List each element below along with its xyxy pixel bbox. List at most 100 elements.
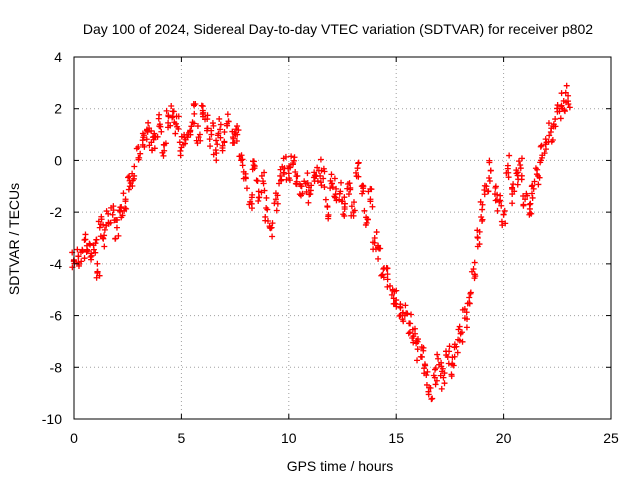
data-point [296, 181, 306, 199]
data-marker [272, 190, 279, 197]
data-point [206, 120, 217, 150]
data-point [327, 171, 336, 192]
data-point [404, 310, 415, 337]
data-point [442, 343, 453, 367]
data-marker [196, 131, 203, 138]
data-point [509, 181, 518, 207]
data-marker [367, 198, 374, 205]
data-point [223, 111, 232, 129]
data-point [69, 249, 78, 271]
data-marker [137, 150, 144, 157]
data-marker [277, 172, 284, 179]
data-point [249, 158, 258, 173]
data-point [361, 207, 371, 228]
data-marker [409, 326, 416, 333]
data-point [150, 130, 161, 152]
data-marker [248, 194, 255, 201]
data-point [455, 323, 466, 345]
data-marker [458, 329, 465, 336]
data-marker [129, 182, 136, 189]
data-marker [481, 182, 488, 189]
data-marker [107, 219, 114, 226]
data-marker [513, 167, 520, 174]
y-tick-label: -2 [50, 204, 63, 220]
data-marker [136, 154, 143, 161]
data-point [336, 179, 346, 205]
data-marker [487, 167, 494, 174]
data-marker [217, 126, 224, 133]
data-marker [232, 126, 239, 133]
data-point [262, 194, 271, 225]
data-marker [351, 199, 357, 206]
x-tick-label: 25 [603, 430, 619, 446]
data-marker [400, 318, 407, 325]
data-point [163, 107, 174, 131]
data-marker [287, 164, 294, 171]
data-marker [98, 216, 105, 223]
data-point [322, 196, 332, 222]
data-marker [314, 164, 321, 171]
data-marker [359, 182, 366, 189]
data-marker [505, 169, 512, 176]
x-tick-label: 5 [178, 430, 186, 446]
data-marker [209, 120, 216, 127]
data-point [344, 180, 354, 198]
data-marker [250, 162, 257, 169]
data-marker [250, 158, 257, 165]
data-marker [341, 194, 348, 201]
data-marker [474, 234, 481, 241]
data-marker [333, 185, 340, 192]
data-marker [187, 131, 194, 138]
data-marker [269, 233, 276, 240]
data-marker [204, 112, 211, 119]
data-marker [432, 381, 439, 388]
data-marker [341, 200, 348, 207]
data-marker [486, 178, 493, 185]
data-marker [537, 159, 544, 166]
data-marker [378, 272, 385, 279]
data-marker [554, 108, 561, 115]
data-marker [432, 366, 439, 373]
data-marker [148, 127, 155, 134]
data-marker [384, 271, 391, 278]
data-marker [422, 362, 429, 369]
data-point [159, 140, 169, 159]
data-marker [421, 365, 428, 372]
data-marker [125, 174, 132, 181]
data-marker [438, 385, 445, 392]
data-point [112, 216, 122, 242]
data-marker [168, 102, 175, 109]
data-marker [443, 352, 450, 359]
data-marker [545, 120, 552, 127]
data-marker [170, 108, 177, 115]
data-marker [514, 181, 521, 188]
data-marker [329, 184, 336, 191]
data-marker [466, 294, 473, 301]
data-point [468, 259, 479, 282]
data-marker [554, 102, 561, 109]
data-marker [122, 205, 129, 212]
data-marker [345, 191, 352, 198]
data-marker [408, 311, 415, 318]
data-marker [94, 270, 101, 277]
data-marker [161, 147, 168, 154]
data-marker [529, 190, 536, 197]
data-marker [317, 156, 324, 163]
data-marker [412, 330, 419, 337]
data-marker [478, 213, 485, 220]
data-marker [160, 141, 167, 148]
data-marker [533, 171, 540, 178]
data-marker [518, 155, 525, 162]
data-point [451, 336, 462, 360]
data-marker [338, 198, 345, 205]
data-marker [221, 129, 228, 136]
data-marker [84, 246, 91, 253]
data-marker [289, 161, 296, 168]
data-marker [99, 234, 106, 241]
data-marker [348, 203, 355, 210]
data-marker [122, 198, 129, 205]
data-marker [318, 167, 325, 174]
data-point [541, 136, 552, 157]
data-marker [273, 207, 280, 214]
data-marker [347, 186, 354, 193]
